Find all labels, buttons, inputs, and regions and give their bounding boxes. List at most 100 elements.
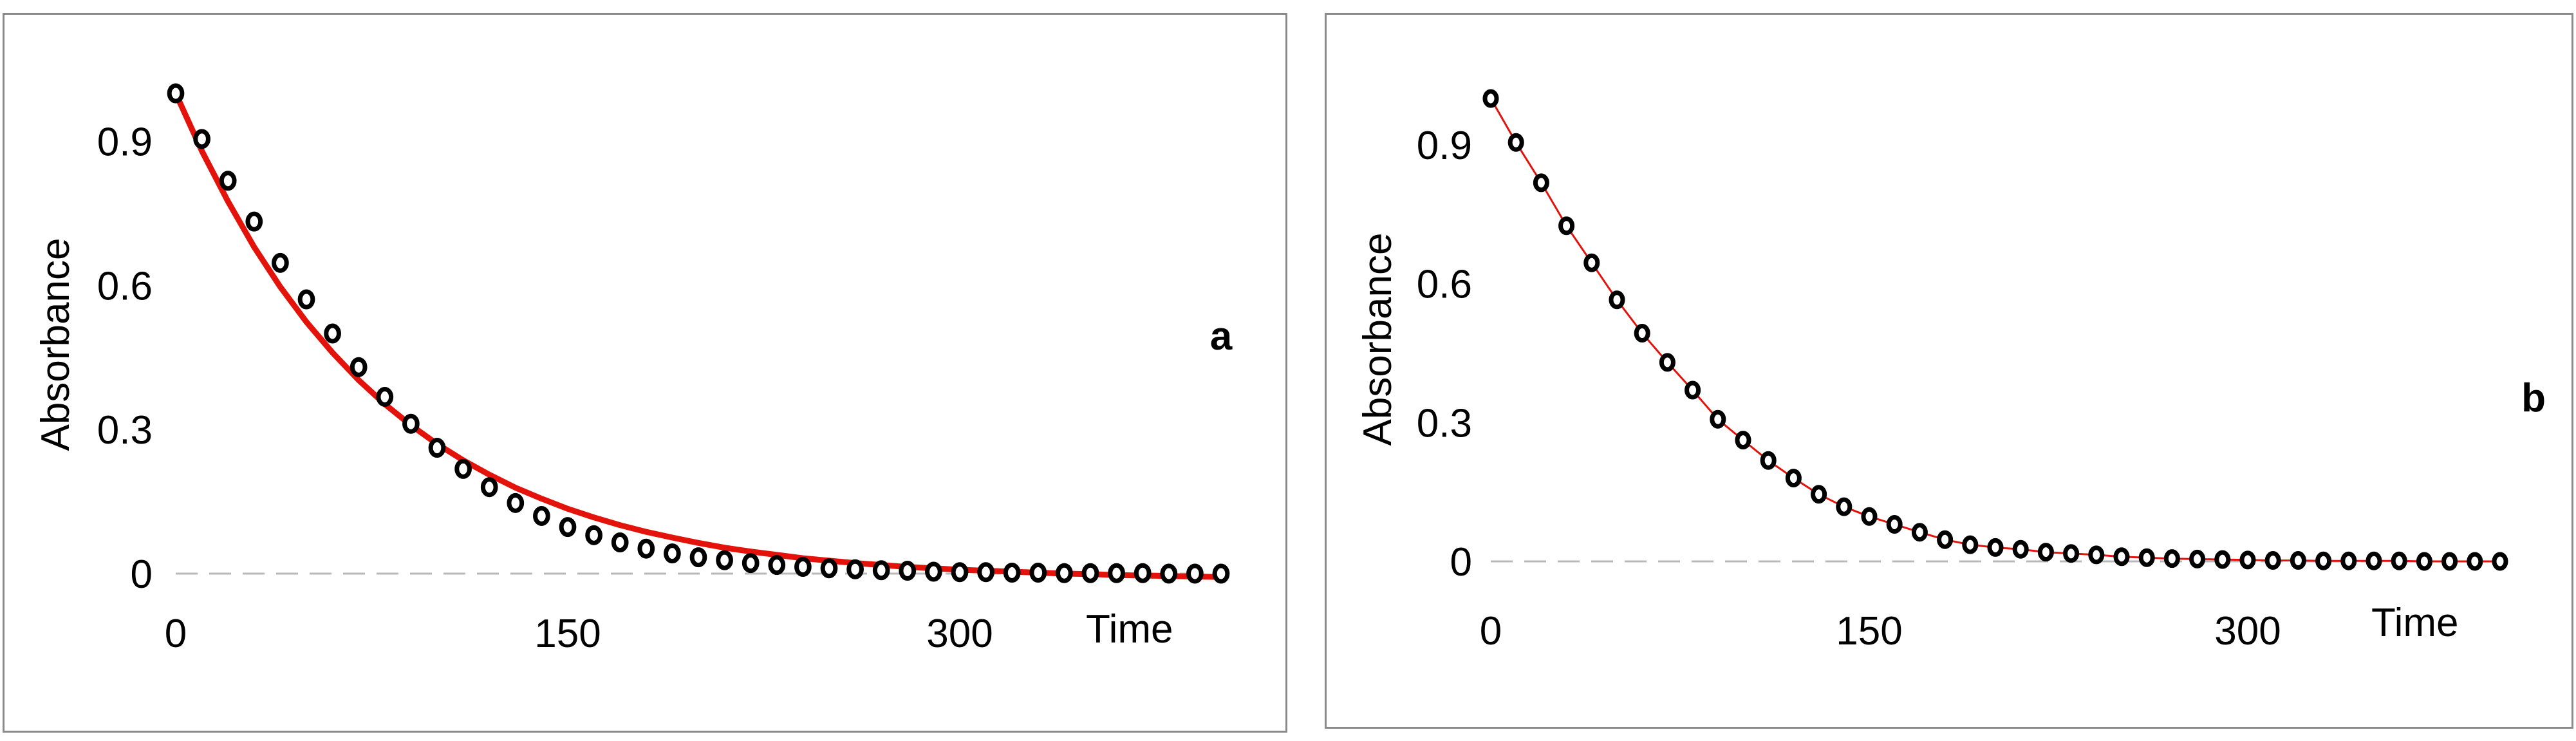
data-point (272, 252, 289, 273)
chart-a-canvas: 0 0.3 0.6 0.9 0 150 300 Absorbance Time a (33, 83, 1233, 656)
data-point (2214, 550, 2231, 569)
chart-panel-b: 0 0.3 0.6 0.9 0 150 300 Absorbance Time b (1325, 13, 2573, 729)
data-point (1911, 523, 1928, 542)
y-tick-label: 0.3 (1417, 401, 1472, 446)
data-point (1134, 563, 1152, 583)
y-tick-label: 0.6 (97, 264, 153, 308)
data-point (1507, 133, 1524, 152)
data-point (1659, 353, 1675, 372)
data-point (2264, 551, 2281, 570)
y-tick-label: 0.9 (1417, 124, 1472, 168)
data-point (925, 561, 942, 582)
y-tick-label: 0.3 (97, 408, 153, 453)
data-point (794, 557, 812, 577)
data-point (899, 561, 917, 581)
y-tick-label: 0.6 (1417, 263, 1472, 307)
data-point (1987, 538, 2004, 557)
data-point (507, 492, 525, 513)
data-point (559, 517, 577, 538)
data-point (1785, 469, 1802, 488)
data-point (1735, 431, 1751, 450)
data-point (2239, 550, 2256, 570)
data-point (1212, 563, 1230, 584)
data-point (1886, 514, 1903, 534)
data-point (1081, 563, 1099, 583)
data-point (977, 562, 994, 583)
x-tick-label: 0 (1480, 609, 1502, 653)
data-point (376, 386, 394, 407)
data-point (820, 558, 838, 579)
data-point (768, 555, 786, 576)
data-point (2467, 552, 2483, 571)
data-point (2340, 551, 2357, 570)
data-point (2391, 551, 2407, 570)
data-point (2037, 543, 2054, 562)
data-point (1003, 563, 1021, 583)
data-point (1609, 290, 1625, 310)
data-point (1760, 451, 1777, 470)
panel-label: b (2521, 376, 2546, 420)
data-point (664, 543, 681, 564)
data-point (454, 458, 472, 479)
data-point (167, 83, 185, 104)
data-point (2163, 549, 2180, 568)
x-axis-title: Time (2371, 601, 2458, 645)
data-point (2441, 552, 2458, 571)
data-point (1962, 535, 1979, 554)
data-point (716, 550, 733, 570)
data-point (402, 413, 420, 434)
chart-b-canvas: 0 0.3 0.6 0.9 0 150 300 Absorbance Time b (1356, 89, 2546, 653)
data-point (2088, 545, 2105, 565)
data-point (846, 559, 864, 579)
data-point (637, 538, 655, 559)
data-point (1056, 563, 1073, 583)
x-axis-title: Time (1086, 607, 1173, 652)
y-tick-label: 0.9 (97, 120, 153, 165)
data-point (193, 129, 210, 149)
y-tick-label: 0 (131, 552, 153, 597)
x-tick-label: 0 (165, 612, 187, 656)
data-point (2492, 552, 2508, 571)
data-point (480, 477, 498, 498)
data-point (1533, 173, 1549, 192)
data-point (219, 171, 237, 191)
panel-label: a (1210, 314, 1233, 359)
data-point (2366, 551, 2382, 570)
data-point (533, 505, 550, 526)
data-point (2315, 551, 2332, 570)
data-point (428, 438, 446, 458)
data-point (1811, 485, 1827, 504)
data-point (245, 211, 263, 232)
data-point (1583, 253, 1600, 272)
data-point (1029, 563, 1047, 583)
data-point (297, 289, 315, 310)
data-point (611, 532, 629, 553)
y-axis-title: Absorbance (1356, 233, 1400, 446)
data-point (1836, 497, 1853, 516)
x-tick-label: 150 (534, 612, 601, 656)
data-point (742, 553, 760, 574)
chart-panel-a: 0 0.3 0.6 0.9 0 150 300 Absorbance Time a (3, 13, 1287, 733)
data-point (2189, 549, 2206, 568)
data-point (951, 562, 969, 583)
data-point (1861, 507, 1878, 526)
data-point (324, 323, 341, 344)
data-point (1634, 324, 1650, 343)
data-point (1558, 216, 1575, 236)
data-point (2012, 539, 2029, 559)
y-axis-title: Absorbance (33, 238, 78, 451)
x-tick-label: 150 (1836, 609, 1902, 653)
data-point (2290, 551, 2306, 570)
data-point (2138, 548, 2155, 567)
data-point (872, 560, 890, 581)
data-point (1186, 563, 1204, 584)
data-point (1710, 409, 1726, 429)
data-point (350, 357, 368, 377)
data-point (1937, 530, 1954, 549)
data-point (1160, 563, 1178, 584)
data-point (1482, 89, 1499, 108)
data-point (1108, 563, 1125, 583)
data-point (689, 547, 707, 568)
data-point (2063, 544, 2080, 563)
data-point (585, 525, 602, 545)
